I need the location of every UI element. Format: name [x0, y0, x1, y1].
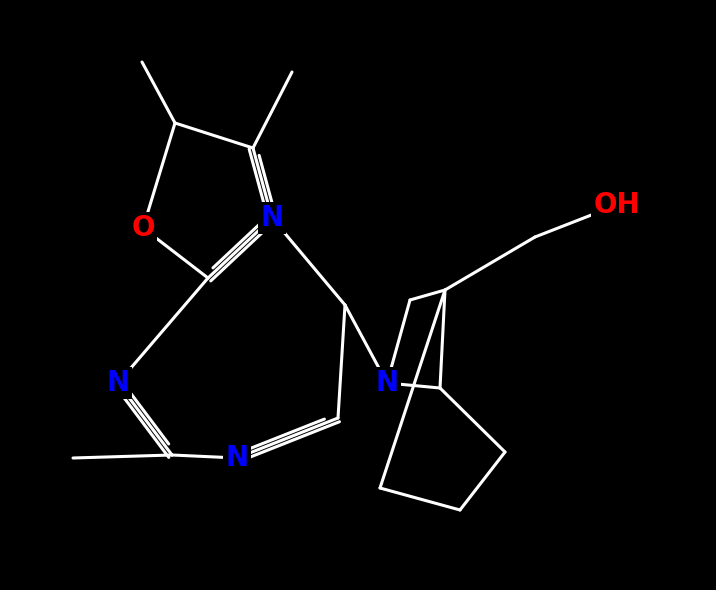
Text: N: N: [375, 369, 399, 397]
Text: N: N: [107, 369, 130, 397]
Text: OH: OH: [594, 191, 640, 219]
Text: O: O: [131, 214, 155, 242]
Text: N: N: [226, 444, 248, 472]
Text: N: N: [261, 204, 284, 232]
